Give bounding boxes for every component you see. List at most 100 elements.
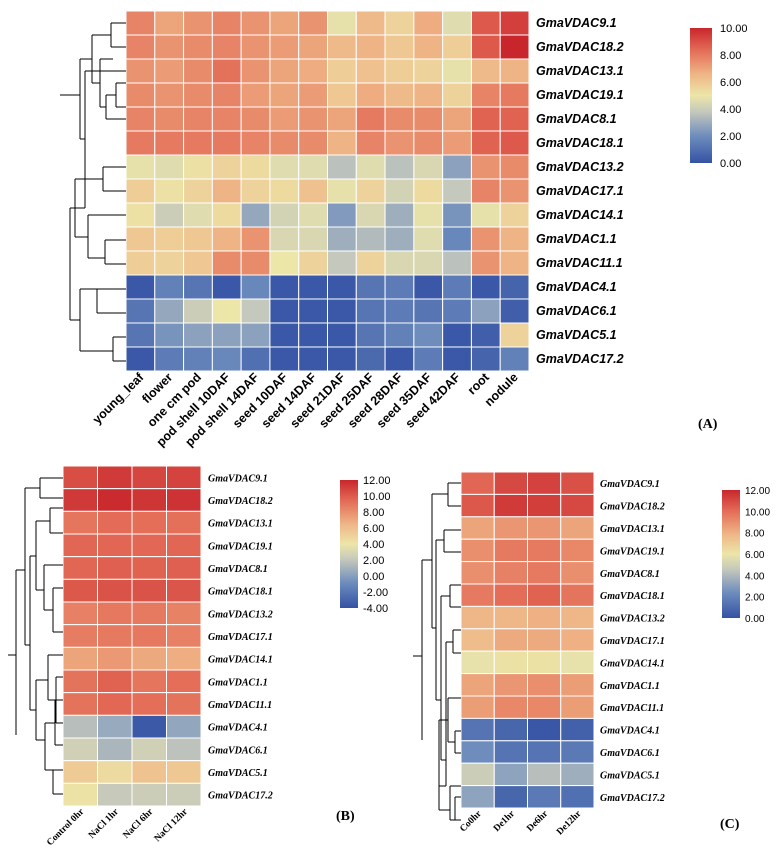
heatmap-cell: [470, 250, 501, 276]
heatmap-cell: [327, 250, 357, 276]
heatmap-cell: [166, 601, 202, 626]
heatmap-cell: [460, 561, 495, 585]
heatmap-cell: [298, 106, 328, 132]
row-label: GmaVDAC18.1: [208, 587, 273, 598]
heatmap-cell: [97, 714, 133, 739]
column-label: NaCl 1hr: [87, 807, 121, 841]
heatmap-cell: [240, 346, 271, 372]
heatmap-cell: [298, 202, 328, 228]
colorbar-b-gradient: [340, 480, 358, 608]
heatmap-cell: [183, 202, 213, 228]
colorbar-tick-label: 10.00: [363, 491, 391, 503]
heatmap-cell: [442, 34, 472, 60]
heatmap-cell: [166, 624, 202, 648]
heatmap-cell: [211, 298, 242, 324]
colorbar-tick-label: 4.00: [745, 571, 765, 582]
heatmap-c-column-labels: Co0hr De1hr De6hr De12hr: [458, 808, 584, 837]
heatmap-cell: [327, 202, 357, 228]
heatmap-cell: [499, 346, 530, 372]
row-label: GmaVDAC17.2: [208, 791, 273, 802]
heatmap-cell: [384, 10, 415, 36]
heatmap-cell: [460, 695, 495, 719]
heatmap-cell: [125, 10, 156, 36]
heatmap-cell: [413, 58, 444, 84]
heatmap-cell: [470, 82, 501, 108]
heatmap-cell: [269, 58, 300, 84]
heatmap-cell: [384, 250, 415, 276]
heatmap-cell: [527, 717, 562, 742]
heatmap-cell: [442, 250, 472, 276]
heatmap-cell: [298, 274, 328, 300]
heatmap-cell: [298, 322, 328, 348]
heatmap-cell: [211, 106, 242, 132]
heatmap-cell: [211, 226, 242, 252]
heatmap-cell: [527, 561, 562, 585]
column-label: De1hr: [492, 808, 518, 834]
heatmap-cell: [211, 34, 242, 60]
row-label: GmaVDAC18.2: [536, 40, 624, 54]
heatmap-cell: [384, 178, 415, 204]
heatmap-cell: [154, 106, 185, 132]
heatmap-cell: [131, 669, 167, 694]
heatmap-cell: [240, 10, 271, 36]
heatmap-cell: [527, 762, 562, 787]
colorbar-a-gradient: [690, 28, 712, 163]
heatmap-a-dendrogram: [60, 22, 126, 362]
heatmap-cell: [413, 346, 444, 372]
heatmap-cell: [298, 82, 328, 108]
heatmap-cell: [327, 10, 357, 36]
heatmap-cell: [442, 82, 472, 108]
heatmap-cell: [442, 58, 472, 84]
heatmap-cell: [131, 533, 167, 558]
row-label: GmaVDAC19.1: [208, 541, 273, 552]
heatmap-cell: [460, 605, 495, 630]
heatmap-cell: [499, 58, 530, 84]
heatmap-cell: [499, 274, 530, 300]
row-label: GmaVDAC17.2: [600, 793, 665, 804]
colorbar-b: 12.00 10.00 8.00 6.00 4.00 2.00 0.00 -2.00 -4.00: [340, 475, 391, 615]
heatmap-cell: [355, 346, 386, 372]
heatmap-cell: [527, 695, 562, 719]
heatmap-cell: [470, 274, 501, 300]
heatmap-cell: [413, 130, 444, 156]
heatmap-cell: [560, 717, 595, 742]
heatmap-cell: [384, 298, 415, 324]
heatmap-cell: [355, 178, 386, 204]
heatmap-cell: [131, 782, 167, 807]
heatmap-cell: [460, 538, 495, 563]
heatmap-cell: [183, 250, 213, 276]
heatmap-cell: [527, 605, 562, 630]
heatmap-cell: [62, 737, 98, 762]
column-label: De6hr: [525, 808, 551, 834]
heatmap-cell: [384, 130, 415, 156]
heatmap-cell: [131, 578, 167, 603]
heatmap-cell: [166, 488, 202, 512]
heatmap-cell: [560, 538, 595, 563]
row-label: GmaVDAC17.1: [208, 632, 273, 643]
heatmap-cell: [493, 493, 528, 518]
heatmap-cell: [499, 82, 530, 108]
heatmap-cell: [527, 740, 562, 764]
heatmap-cell: [493, 538, 528, 563]
heatmap-cell: [355, 298, 386, 324]
heatmap-cell: [62, 669, 98, 694]
heatmap-cell: [355, 274, 386, 300]
heatmap-cell: [470, 322, 501, 348]
heatmap-cell: [327, 298, 357, 324]
heatmap-cell: [166, 782, 202, 807]
heatmap-cell: [166, 692, 202, 716]
heatmap-cell: [560, 605, 595, 630]
heatmap-cell: [131, 624, 167, 648]
colorbar-tick-label: 0.00: [720, 158, 741, 170]
heatmap-cell: [183, 322, 213, 348]
row-label: GmaVDAC11.1: [536, 256, 623, 270]
heatmap-cell: [131, 488, 167, 512]
heatmap-cell: [470, 10, 501, 36]
heatmap-cell: [298, 178, 328, 204]
heatmap-cell: [327, 274, 357, 300]
heatmap-cell: [97, 465, 133, 490]
heatmap-cell: [413, 178, 444, 204]
heatmap-c-dendrogram: [413, 482, 461, 821]
heatmap-cell: [240, 130, 271, 156]
heatmap-cell: [493, 717, 528, 742]
